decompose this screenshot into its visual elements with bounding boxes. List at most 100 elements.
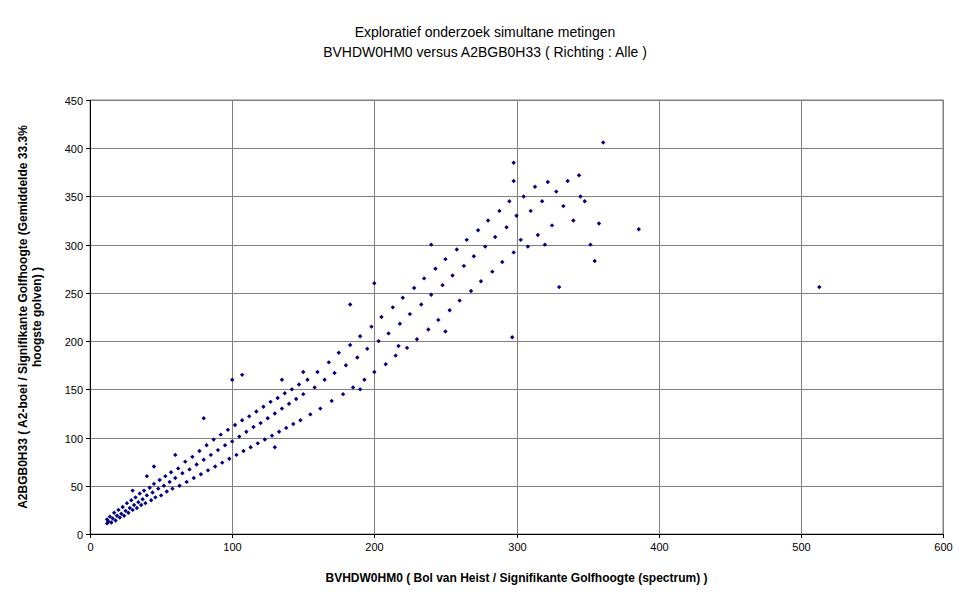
point — [462, 264, 466, 268]
point — [332, 371, 336, 375]
tick — [86, 486, 90, 487]
point — [145, 493, 149, 497]
point — [223, 443, 227, 447]
point — [199, 472, 203, 476]
tick-label: 600 — [934, 541, 952, 553]
point — [190, 455, 194, 459]
point — [465, 238, 469, 242]
point — [167, 480, 171, 484]
point — [197, 449, 201, 453]
tick-label: 300 — [65, 240, 83, 252]
point — [329, 399, 333, 403]
point — [379, 315, 383, 319]
grid-line — [90, 100, 943, 101]
point — [298, 418, 302, 422]
point — [177, 484, 181, 488]
point — [206, 468, 210, 472]
point — [369, 324, 373, 328]
point — [486, 218, 490, 222]
point — [401, 296, 405, 300]
point — [447, 308, 451, 312]
point — [240, 418, 244, 422]
point — [543, 242, 547, 246]
x-axis — [90, 534, 943, 535]
point — [109, 520, 113, 524]
tick-label: 450 — [65, 95, 83, 107]
point — [384, 362, 388, 366]
grid-line — [90, 389, 943, 390]
point — [348, 343, 352, 347]
point — [180, 471, 184, 475]
point — [149, 498, 153, 502]
point — [504, 225, 508, 229]
tick-label: 350 — [65, 191, 83, 203]
point — [511, 160, 515, 164]
point — [275, 396, 279, 400]
point — [450, 273, 454, 277]
point — [577, 173, 581, 177]
point — [150, 490, 154, 494]
x-axis-label: BVHDW0HM0 ( Bol van Heist / Signifikante… — [325, 571, 707, 585]
point — [220, 460, 224, 464]
point — [219, 432, 223, 436]
point — [393, 353, 397, 357]
point — [398, 322, 402, 326]
point — [227, 457, 231, 461]
point — [237, 434, 241, 438]
point — [348, 302, 352, 306]
point — [472, 254, 476, 258]
point — [170, 486, 174, 490]
grid-line — [90, 245, 943, 246]
point — [244, 430, 248, 434]
point — [483, 244, 487, 248]
grid-line — [232, 100, 233, 534]
grid-line — [90, 293, 943, 294]
tick-label: 0 — [87, 541, 93, 553]
point — [433, 267, 437, 271]
point — [533, 185, 537, 189]
grid-line — [90, 486, 943, 487]
point — [396, 344, 400, 348]
grid-line — [801, 100, 802, 534]
point — [291, 422, 295, 426]
point — [192, 476, 196, 480]
point — [125, 501, 129, 505]
subtitle: BVHDW0HM0 versus A2BGB0H33 ( Richting : … — [323, 44, 647, 60]
point — [194, 462, 198, 466]
point — [429, 242, 433, 246]
point — [162, 484, 166, 488]
point — [529, 209, 533, 213]
y-axis-label-line: hoogste golven) ) — [30, 267, 44, 367]
point — [283, 391, 287, 395]
point — [588, 242, 592, 246]
point — [355, 355, 359, 359]
tick — [86, 438, 90, 439]
point — [372, 370, 376, 374]
point — [136, 500, 140, 504]
point — [561, 204, 565, 208]
point — [597, 221, 601, 225]
point — [143, 501, 147, 505]
point — [419, 302, 423, 306]
point — [263, 437, 267, 441]
tick-label: 400 — [650, 541, 668, 553]
point — [536, 233, 540, 237]
point — [408, 312, 412, 316]
point — [273, 411, 277, 415]
tick-label: 100 — [65, 433, 83, 445]
point — [211, 437, 215, 441]
point — [159, 493, 163, 497]
point — [546, 180, 550, 184]
point — [148, 486, 152, 490]
point — [578, 194, 582, 198]
point — [476, 228, 480, 232]
y-axis — [90, 100, 91, 534]
point — [122, 513, 126, 517]
tick — [943, 534, 944, 538]
point — [469, 289, 473, 293]
point — [490, 269, 494, 273]
point — [130, 488, 134, 492]
tick-label: 200 — [365, 541, 383, 553]
point — [510, 335, 514, 339]
tick — [86, 341, 90, 342]
